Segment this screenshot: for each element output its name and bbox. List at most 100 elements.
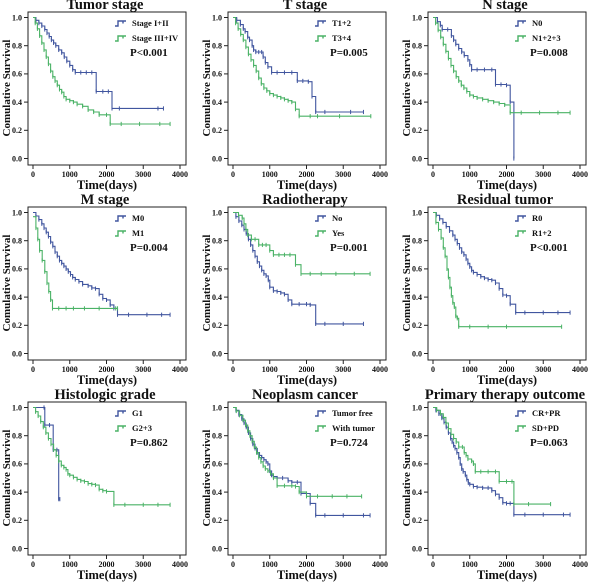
svg-text:0.6: 0.6	[212, 70, 222, 79]
svg-text:1.0: 1.0	[12, 13, 22, 22]
svg-text:4000: 4000	[372, 170, 388, 179]
panel-title: Residual tumor	[456, 192, 554, 208]
svg-text:0: 0	[31, 170, 35, 179]
svg-text:0.8: 0.8	[412, 42, 422, 51]
svg-text:0.2: 0.2	[212, 321, 222, 330]
svg-text:1000: 1000	[62, 365, 78, 374]
legend: Tumor free With tumor P=0.724	[314, 406, 400, 449]
svg-text:0.2: 0.2	[412, 126, 422, 135]
p-value: P=0.008	[530, 47, 568, 59]
svg-text:2000: 2000	[499, 365, 515, 374]
legend-label: CR+PR	[532, 407, 561, 418]
legend-entry: No	[314, 211, 400, 224]
svg-text:0.6: 0.6	[412, 265, 422, 274]
km-step-marker-icon	[115, 229, 126, 237]
svg-text:1.0: 1.0	[412, 208, 422, 217]
svg-text:0.6: 0.6	[412, 460, 422, 469]
legend-label: Stage I+II	[132, 17, 169, 28]
svg-text:3000: 3000	[135, 365, 151, 374]
svg-text:3000: 3000	[335, 560, 351, 569]
svg-text:0.0: 0.0	[412, 349, 422, 358]
legend-entry: Yes	[314, 226, 400, 239]
y-axis-label: Comulative Survival	[401, 429, 413, 527]
svg-text:0: 0	[431, 365, 435, 374]
svg-text:2000: 2000	[99, 170, 115, 179]
svg-text:4000: 4000	[172, 560, 188, 569]
km-panel-tumor-stage: 0.0 0.2 0.4 0.6 0.8 1.0 0 1000 2000 3000 4000 Tumo…	[0, 0, 200, 195]
svg-text:0.6: 0.6	[12, 460, 22, 469]
km-chart: 0.0 0.2 0.4 0.6 0.8 1.0 0 1000 2000 3000 4000	[212, 206, 388, 374]
p-value: P<0.001	[530, 242, 568, 254]
svg-text:2000: 2000	[499, 560, 515, 569]
legend: N0 N1+2+3 P=0.008	[514, 16, 600, 59]
svg-text:0.4: 0.4	[12, 293, 22, 302]
legend-label: T3+4	[332, 32, 352, 43]
legend-entry: R0	[514, 211, 600, 224]
svg-text:0.8: 0.8	[212, 42, 222, 51]
km-chart: 0.0 0.2 0.4 0.6 0.8 1.0 0 1000 2000 3000 4000	[12, 11, 188, 179]
panel-title: Primary therapy outcome	[424, 387, 586, 403]
legend-entry: SD+PD	[514, 421, 600, 434]
km-step-marker-icon	[115, 424, 126, 432]
svg-text:0.4: 0.4	[412, 98, 422, 107]
km-panel-t-stage: 0.0 0.2 0.4 0.6 0.8 1.0 0 1000 2000 3000 4000 T st…	[200, 0, 400, 195]
svg-text:3000: 3000	[535, 365, 551, 374]
svg-text:1000: 1000	[462, 365, 478, 374]
km-chart: 0.0 0.2 0.4 0.6 0.8 1.0 0 1000 2000 3000 4000	[12, 206, 188, 374]
svg-text:0: 0	[231, 170, 235, 179]
svg-text:1000: 1000	[262, 365, 278, 374]
svg-text:0.2: 0.2	[12, 321, 22, 330]
svg-text:1000: 1000	[62, 170, 78, 179]
svg-text:0.2: 0.2	[12, 126, 22, 135]
svg-text:0.2: 0.2	[12, 516, 22, 525]
km-chart: 0.0 0.2 0.4 0.6 0.8 1.0 0 1000 2000 3000 4000	[212, 401, 388, 569]
svg-text:4000: 4000	[172, 365, 188, 374]
x-axis-label: Time(days)	[76, 373, 138, 387]
panel-title: Histologic grade	[54, 387, 156, 403]
svg-text:3000: 3000	[335, 170, 351, 179]
legend-entry: M0	[114, 211, 200, 224]
svg-text:0: 0	[231, 365, 235, 374]
svg-text:0: 0	[31, 560, 35, 569]
svg-text:0: 0	[431, 560, 435, 569]
x-axis-label: Time(days)	[476, 178, 538, 192]
legend-label: SD+PD	[532, 422, 560, 433]
legend-label: T1+2	[332, 17, 352, 28]
x-axis-label: Time(days)	[276, 568, 338, 582]
legend-label: No	[332, 212, 343, 223]
svg-text:0.2: 0.2	[412, 321, 422, 330]
km-step-marker-icon	[315, 424, 326, 432]
svg-text:2000: 2000	[99, 560, 115, 569]
svg-text:3000: 3000	[335, 365, 351, 374]
svg-text:1000: 1000	[462, 560, 478, 569]
km-panel-primary-therapy-outcome: 0.0 0.2 0.4 0.6 0.8 1.0 0 1000 2000 3000 4000 Prim…	[400, 387, 600, 585]
km-step-marker-icon	[315, 214, 326, 222]
legend-entry: N1+2+3	[514, 31, 600, 44]
km-step-marker-icon	[115, 409, 126, 417]
panel-title: T stage	[282, 0, 328, 13]
x-axis-label: Time(days)	[476, 373, 538, 387]
legend: R0 R1+2 P<0.001	[514, 211, 600, 254]
y-axis-label: Comulative Survival	[201, 234, 213, 332]
km-panel-radiotherapy: 0.0 0.2 0.4 0.6 0.8 1.0 0 1000 2000 3000 4000 Radi…	[200, 193, 400, 390]
svg-text:2000: 2000	[499, 170, 515, 179]
svg-text:1.0: 1.0	[12, 208, 22, 217]
y-axis-label: Comulative Survival	[401, 234, 413, 332]
svg-text:0.6: 0.6	[12, 265, 22, 274]
svg-text:0.4: 0.4	[212, 98, 222, 107]
y-axis-label: Comulative Survival	[201, 429, 213, 527]
legend-entry: T3+4	[314, 31, 400, 44]
km-panel-residual-tumor: 0.0 0.2 0.4 0.6 0.8 1.0 0 1000 2000 3000 4000 Resi…	[400, 192, 600, 390]
km-step-marker-icon	[515, 424, 526, 432]
svg-text:4000: 4000	[372, 560, 388, 569]
legend: No Yes P=0.001	[314, 211, 400, 254]
km-chart: 0.0 0.2 0.4 0.6 0.8 1.0 0 1000 2000 3000 4000	[12, 401, 188, 569]
km-step-marker-icon	[515, 34, 526, 42]
svg-text:0.0: 0.0	[412, 154, 422, 163]
svg-text:1.0: 1.0	[412, 13, 422, 22]
legend-entry: Stage I+II	[114, 16, 200, 29]
svg-text:0.8: 0.8	[412, 432, 422, 441]
x-axis-label: Time(days)	[76, 178, 138, 192]
legend-label: N0	[532, 17, 543, 28]
